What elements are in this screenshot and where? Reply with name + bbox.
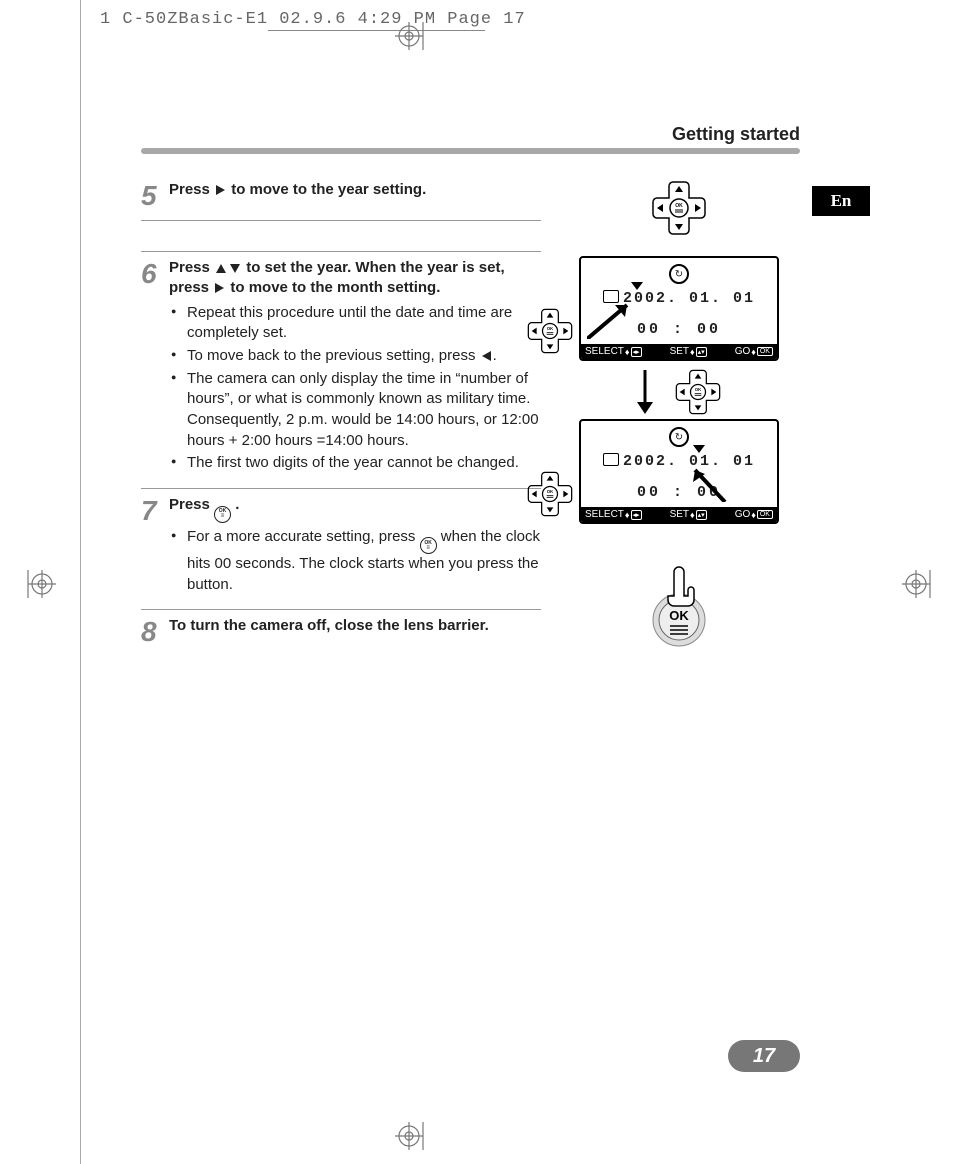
lcd-footer: SELECT♦◂▸ SET♦▴▾ GO♦OK xyxy=(581,507,777,522)
steps-column: 5Press to move to the year setting.6Pres… xyxy=(141,180,541,646)
step-7: 7Press . For a more accurate setting, pre… xyxy=(141,488,541,601)
triangle-up-icon xyxy=(216,264,226,273)
step-6: 6Press to set the year. When the year is… xyxy=(141,251,541,480)
step-lead: Press . xyxy=(169,495,541,523)
pointer-arrow xyxy=(689,462,729,502)
lcd-screen-2: ↻ 2002. 01. 01 00 : 00 SELECT♦◂▸ SET♦▴▾ … xyxy=(579,419,779,524)
step-number: 6 xyxy=(141,260,169,288)
dpad-icon: OK xyxy=(649,178,709,238)
section-title: Getting started xyxy=(672,124,800,145)
registration-mark-left xyxy=(18,564,58,604)
registration-mark-right xyxy=(900,564,940,604)
triangle-right-icon xyxy=(215,283,224,293)
dpad-icon: OK xyxy=(673,367,723,417)
clock-icon: ↻ xyxy=(669,264,689,284)
cards-icon xyxy=(603,453,619,466)
ok-button-press-icon: OK xyxy=(644,560,714,650)
lcd2-time: 00 : 00 xyxy=(585,484,773,501)
svg-text:OK: OK xyxy=(675,203,683,209)
bullet-item: To move back to the previous setting, pr… xyxy=(183,346,541,367)
triangle-left-icon xyxy=(482,351,491,361)
step-divider xyxy=(141,220,541,221)
language-tab: En xyxy=(812,186,870,216)
lcd2-date: 2002. 01. 01 xyxy=(585,453,773,470)
illustration-column: OK OK ↻ xyxy=(559,178,799,656)
lcd-footer: SELECT♦◂▸ SET♦▴▾ GO♦OK xyxy=(581,344,777,359)
step-number: 7 xyxy=(141,497,169,525)
triangle-right-icon xyxy=(216,185,225,195)
bullet-item: The first two digits of the year cannot … xyxy=(183,453,541,474)
page-number-badge: 17 xyxy=(728,1040,800,1072)
page-frame: Getting started En 5Press to move to the… xyxy=(80,0,870,1164)
bullet-item: Repeat this procedure until the date and… xyxy=(183,303,541,344)
step-number: 5 xyxy=(141,182,169,210)
svg-text:OK: OK xyxy=(547,489,553,494)
step-body: To turn the camera off, close the lens b… xyxy=(169,616,541,636)
step-bullets: Repeat this procedure until the date and… xyxy=(169,303,541,475)
ok-menu-icon xyxy=(214,506,231,523)
triangle-down-icon xyxy=(230,264,240,273)
dpad-icon-side: OK xyxy=(525,469,575,519)
step-body: Press to move to the year setting. xyxy=(169,180,541,200)
section-rule xyxy=(141,148,800,154)
bullet-item: The camera can only display the time in … xyxy=(183,369,541,452)
step-body: Press . For a more accurate setting, pres… xyxy=(169,495,541,601)
svg-text:OK: OK xyxy=(669,608,689,623)
pointer-arrow xyxy=(587,299,637,339)
step-lead: Press to move to the year setting. xyxy=(169,180,541,200)
step-5: 5Press to move to the year setting. xyxy=(141,180,541,210)
clock-icon: ↻ xyxy=(669,427,689,447)
step-number: 8 xyxy=(141,618,169,646)
down-arrow-icon xyxy=(635,370,655,414)
bullet-item: For a more accurate setting, press when … xyxy=(183,527,541,596)
step-bullets: For a more accurate setting, press when … xyxy=(169,527,541,596)
svg-text:OK: OK xyxy=(695,387,701,392)
step-8: 8To turn the camera off, close the lens … xyxy=(141,609,541,646)
registration-mark-bottom xyxy=(395,1118,435,1158)
step-body: Press to set the year. When the year is … xyxy=(169,258,541,480)
svg-text:OK: OK xyxy=(547,326,553,331)
dpad-icon-side: OK xyxy=(525,306,575,356)
step-lead: To turn the camera off, close the lens b… xyxy=(169,616,541,636)
step-lead: Press to set the year. When the year is … xyxy=(169,258,541,299)
lcd-screen-1: ↻ 2002. 01. 01 00 : 00 SELECT♦◂▸ SET♦▴▾ … xyxy=(579,256,779,361)
ok-menu-icon xyxy=(420,537,437,554)
